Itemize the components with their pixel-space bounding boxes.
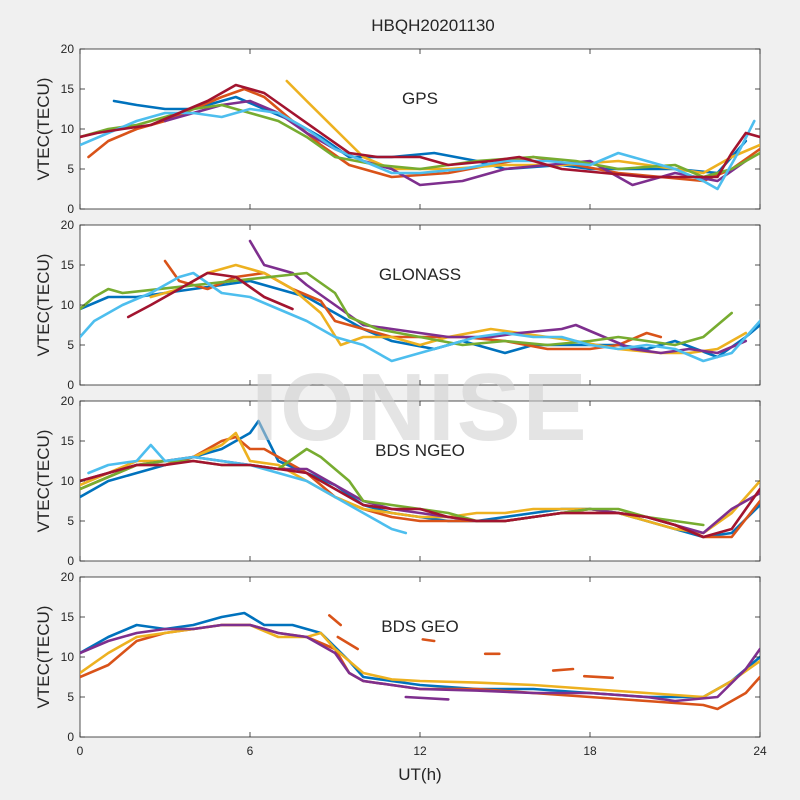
y-tick-label: 5 (67, 514, 74, 528)
y-tick-label: 0 (67, 730, 74, 744)
panel-glonass: 0 5 10 15 20 GLONASS VTEC(TECU) (34, 218, 761, 392)
y-tick-label: 20 (61, 394, 75, 408)
series-line-6 (80, 271, 760, 363)
series-line-5 (421, 638, 436, 643)
y-tick-label: 10 (61, 650, 75, 664)
x-tick-label: 12 (413, 744, 427, 758)
plot-area (79, 576, 761, 738)
x-tick-label: 24 (753, 744, 767, 758)
x-tick-label: 18 (583, 744, 597, 758)
watermark-text: IONISE (251, 354, 588, 461)
figure-title: HBQH20201130 (371, 16, 495, 35)
series-group (80, 239, 760, 363)
y-tick-label: 5 (67, 338, 74, 352)
x-tick-label: 0 (77, 744, 84, 758)
y-tick-label: 15 (61, 82, 75, 96)
series-line-7 (80, 83, 760, 179)
series-line-5 (80, 271, 733, 347)
series-line-3 (285, 79, 760, 175)
series-group (80, 79, 760, 191)
series-line-6 (80, 107, 756, 191)
series-group (80, 419, 760, 539)
panel-label: GPS (402, 89, 438, 108)
series-line-7 (80, 459, 760, 539)
y-tick-label: 0 (67, 378, 74, 392)
y-tick-label: 0 (67, 202, 74, 216)
series-line-3 (80, 431, 760, 535)
y-axis-label: VTEC(TECU) (34, 254, 53, 357)
x-tick-label: 6 (247, 744, 254, 758)
series-line-11 (404, 695, 450, 701)
y-axis-label: VTEC(TECU) (34, 606, 53, 709)
y-tick-label: 0 (67, 554, 74, 568)
series-line-8 (583, 674, 614, 680)
panel-label: GLONASS (379, 265, 461, 284)
y-tick-label: 20 (61, 570, 75, 584)
series-line-4 (336, 635, 359, 651)
series-line-4 (248, 239, 748, 355)
y-axis-label: VTEC(TECU) (34, 430, 53, 533)
plot-area (79, 400, 761, 562)
series-line-7 (126, 271, 294, 319)
y-tick-label: 10 (61, 298, 75, 312)
y-tick-label: 5 (67, 690, 74, 704)
series-group (80, 611, 760, 711)
panel-bds-geo: 0 5 10 15 20 0 6 12 18 24 BDS GEO VTEC(TECU) (34, 570, 767, 758)
plot-area (79, 224, 761, 386)
y-tick-label: 10 (61, 122, 75, 136)
y-tick-label: 15 (61, 258, 75, 272)
y-tick-label: 20 (61, 42, 75, 56)
panel-gps: 0 5 10 15 20 GPS VTEC(TECU) (34, 42, 761, 216)
series-line-4 (163, 99, 748, 187)
series-line-7 (551, 667, 575, 672)
y-tick-label: 20 (61, 218, 75, 232)
y-tick-label: 15 (61, 610, 75, 624)
y-tick-label: 5 (67, 162, 74, 176)
x-axis-label: UT(h) (398, 765, 441, 784)
y-axis-label: VTEC(TECU) (34, 78, 53, 181)
series-line-9 (80, 623, 760, 699)
y-tick-label: 15 (61, 434, 75, 448)
series-line-3 (328, 614, 342, 627)
series-line-10 (80, 623, 760, 703)
panel-bds-ngeo: 0 5 10 15 20 BDS NGEO VTEC(TECU) (34, 394, 761, 568)
panel-label: BDS NGEO (375, 441, 465, 460)
y-tick-label: 10 (61, 474, 75, 488)
panels-group: 0 5 10 15 20 GPS VTEC(TECU) 0 5 10 15 20 GLONASS VTEC… (34, 42, 767, 758)
panel-label: BDS GEO (381, 617, 458, 636)
series-line-2 (163, 259, 663, 351)
series-line-6 (87, 443, 408, 535)
